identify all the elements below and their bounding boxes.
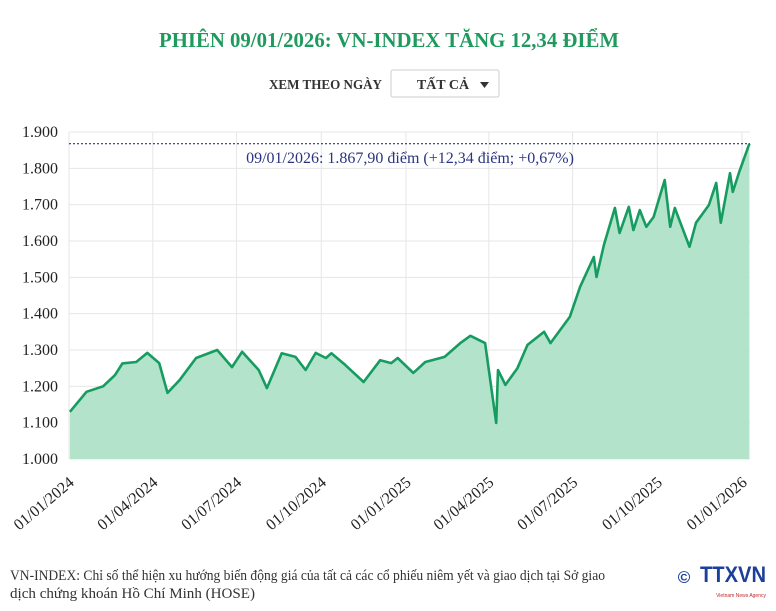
ttxvn-logo: © TTXVN Vietnam News Agency — [678, 562, 767, 599]
latest-value-annotation: 09/01/2026: 1.867,90 điểm (+12,34 điểm; … — [246, 150, 574, 167]
y-tick-label: 1.100 — [22, 415, 58, 432]
y-tick-label: 1.700 — [22, 197, 58, 214]
y-axis: 1.000 1.100 1.200 1.300 1.400 1.500 1.600 1.700… — [22, 124, 58, 468]
y-tick-label: 1.400 — [22, 306, 58, 323]
y-tick-label: 1.000 — [22, 451, 58, 468]
y-tick-label: 1.200 — [22, 378, 58, 395]
x-tick-label: 01/10/2024 — [263, 474, 330, 534]
y-tick-label: 1.900 — [22, 124, 58, 141]
series-line — [68, 143, 751, 425]
area-fill — [69, 143, 750, 459]
x-axis: 01/01/2024 01/04/2024 01/07/2024 01/10/2024… — [11, 474, 751, 534]
footnote-line-1: VN-INDEX: Chỉ số thể hiện xu hướng biến … — [10, 568, 605, 584]
x-tick-label: 01/01/2025 — [348, 474, 415, 534]
x-tick-label: 01/10/2025 — [599, 474, 666, 534]
footnote-line-2: dịch chứng khoán Hồ Chí Minh (HOSE) — [10, 586, 255, 602]
filter-label: XEM THEO NGÀY — [269, 76, 382, 93]
dropdown-box[interactable] — [390, 69, 500, 98]
x-tick-label: 01/07/2025 — [514, 474, 581, 534]
y-tick-label: 1.800 — [22, 160, 58, 177]
x-tick-label: 01/01/2026 — [684, 474, 751, 534]
page-title: PHIÊN 09/01/2026: VN-INDEX TĂNG 12,34 ĐI… — [159, 28, 619, 52]
y-tick-label: 1.500 — [22, 269, 58, 286]
x-tick-label: 01/01/2024 — [11, 474, 78, 534]
logo-text: TTXVN — [700, 562, 766, 587]
date-filter-dropdown[interactable]: TẤT CẢ — [390, 69, 500, 98]
y-tick-label: 1.600 — [22, 233, 58, 250]
dropdown-selected-value[interactable]: TẤT CẢ — [417, 76, 470, 93]
x-tick-label: 01/04/2024 — [95, 474, 162, 534]
x-tick-label: 01/04/2025 — [431, 474, 498, 534]
chart-area — [68, 143, 751, 459]
y-tick-label: 1.300 — [22, 342, 58, 359]
chevron-down-icon[interactable] — [480, 82, 489, 88]
copyright-icon: © — [678, 568, 691, 587]
logo-subtext: Vietnam News Agency — [716, 593, 766, 599]
x-tick-label: 01/07/2024 — [178, 474, 245, 534]
